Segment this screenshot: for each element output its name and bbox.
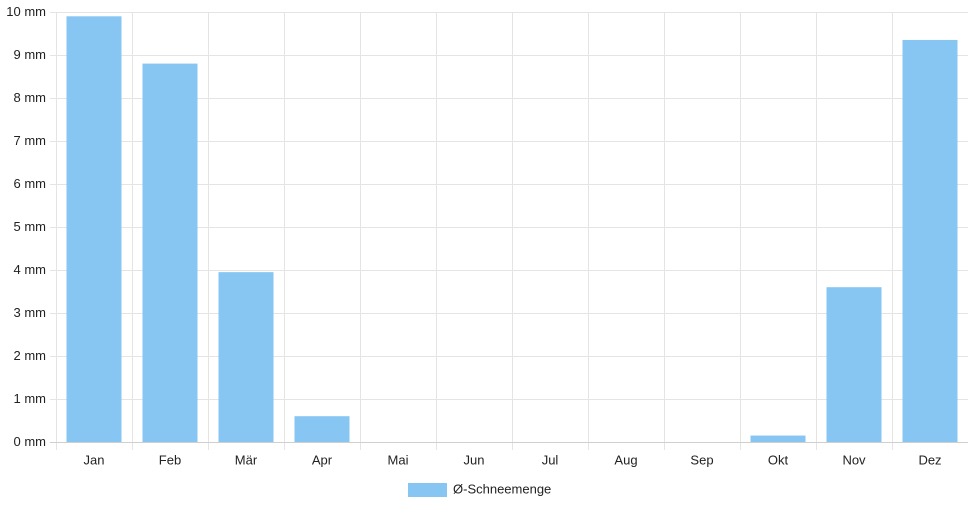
bar <box>826 287 882 442</box>
y-tick-label: 7 mm <box>14 133 47 148</box>
y-tick-label: 6 mm <box>14 176 47 191</box>
bar <box>66 16 122 443</box>
y-tick-label: 2 mm <box>14 348 47 363</box>
x-tick-label: Feb <box>159 452 181 467</box>
x-tick-label: Mär <box>235 452 258 467</box>
x-tick-label: Jun <box>464 452 485 467</box>
x-tick-label: Okt <box>768 452 789 467</box>
y-tick-label: 4 mm <box>14 262 47 277</box>
x-tick-label: Aug <box>614 452 637 467</box>
x-tick-label: Sep <box>690 452 713 467</box>
legend-label: Ø-Schneemenge <box>453 481 551 496</box>
y-tick-label: 1 mm <box>14 391 47 406</box>
x-tick-label: Nov <box>842 452 866 467</box>
y-tick-label: 9 mm <box>14 47 47 62</box>
bar <box>902 39 958 442</box>
legend-swatch <box>408 483 447 497</box>
y-tick-label: 10 mm <box>6 4 46 19</box>
y-tick-label: 5 mm <box>14 219 47 234</box>
x-tick-label: Jul <box>542 452 559 467</box>
bar <box>750 435 806 442</box>
y-tick-label: 3 mm <box>14 305 47 320</box>
bar <box>142 63 198 442</box>
x-tick-label: Apr <box>312 452 333 467</box>
x-tick-label: Dez <box>918 452 941 467</box>
x-tick-label: Mai <box>388 452 409 467</box>
y-tick-label: 0 mm <box>14 434 47 449</box>
y-tick-label: 8 mm <box>14 90 47 105</box>
bar <box>294 416 350 442</box>
x-tick-label: Jan <box>84 452 105 467</box>
bar <box>218 272 274 442</box>
